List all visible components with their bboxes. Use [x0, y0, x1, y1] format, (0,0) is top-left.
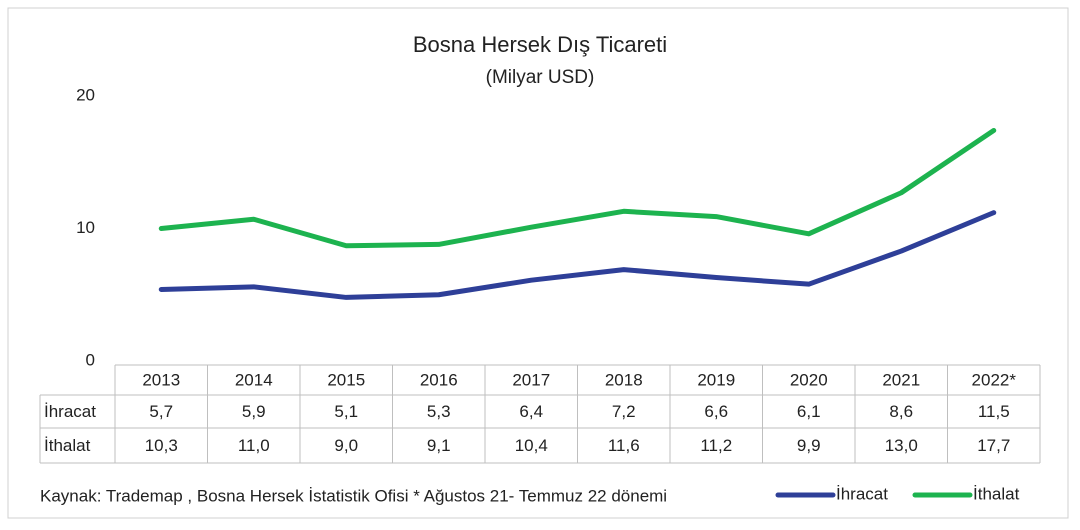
table-cell: 11,2 [700, 436, 732, 455]
table-cell: 11,5 [978, 402, 1010, 421]
table-cell: 17,7 [977, 436, 1010, 455]
table-cell: 5,1 [334, 402, 358, 421]
table-cell: 11,6 [608, 436, 640, 455]
table-cell: 5,7 [149, 402, 173, 421]
footnote: Kaynak: Trademap , Bosna Hersek İstatist… [40, 486, 667, 505]
x-tick-label: 2017 [512, 370, 550, 389]
x-tick-label: 2018 [605, 370, 643, 389]
table-cell: 11,0 [238, 436, 270, 455]
y-tick-label: 10 [76, 218, 95, 237]
x-tick-label: 2021 [882, 370, 920, 389]
x-tick-label: 2020 [790, 370, 828, 389]
y-tick-label: 0 [86, 350, 95, 369]
x-tick-label: 2015 [327, 370, 365, 389]
table-cell: 9,9 [797, 436, 821, 455]
chart-subtitle: (Milyar USD) [486, 67, 595, 88]
table-cell: 5,9 [242, 402, 266, 421]
x-tick-label: 2013 [142, 370, 180, 389]
table-cell: 9,1 [427, 436, 451, 455]
series-line [158, 127, 997, 249]
y-tick-label: 20 [76, 85, 95, 104]
table-cell: 6,6 [704, 402, 728, 421]
table-cell: 5,3 [427, 402, 451, 421]
chart-border [7, 7, 1069, 519]
x-tick-label: 2016 [420, 370, 458, 389]
series-line [158, 210, 997, 300]
chart-title: Bosna Hersek Dış Ticareti [413, 32, 667, 57]
table-row-label: İhracat [44, 402, 96, 421]
table-cell: 6,4 [519, 402, 543, 421]
table-cell: 9,0 [334, 436, 358, 455]
table-cell: 6,1 [797, 402, 821, 421]
table-cell: 10,3 [145, 436, 178, 455]
x-tick-label: 2014 [235, 370, 273, 389]
table-row-label: İthalat [44, 436, 91, 455]
x-tick-label: 2019 [697, 370, 735, 389]
legend-label: İthalat [973, 484, 1020, 503]
table-cell: 8,6 [889, 402, 913, 421]
table-cell: 13,0 [885, 436, 918, 455]
table-cell: 10,4 [515, 436, 548, 455]
legend-label: İhracat [836, 484, 888, 503]
table-cell: 7,2 [612, 402, 636, 421]
x-tick-label: 2022* [972, 370, 1017, 389]
